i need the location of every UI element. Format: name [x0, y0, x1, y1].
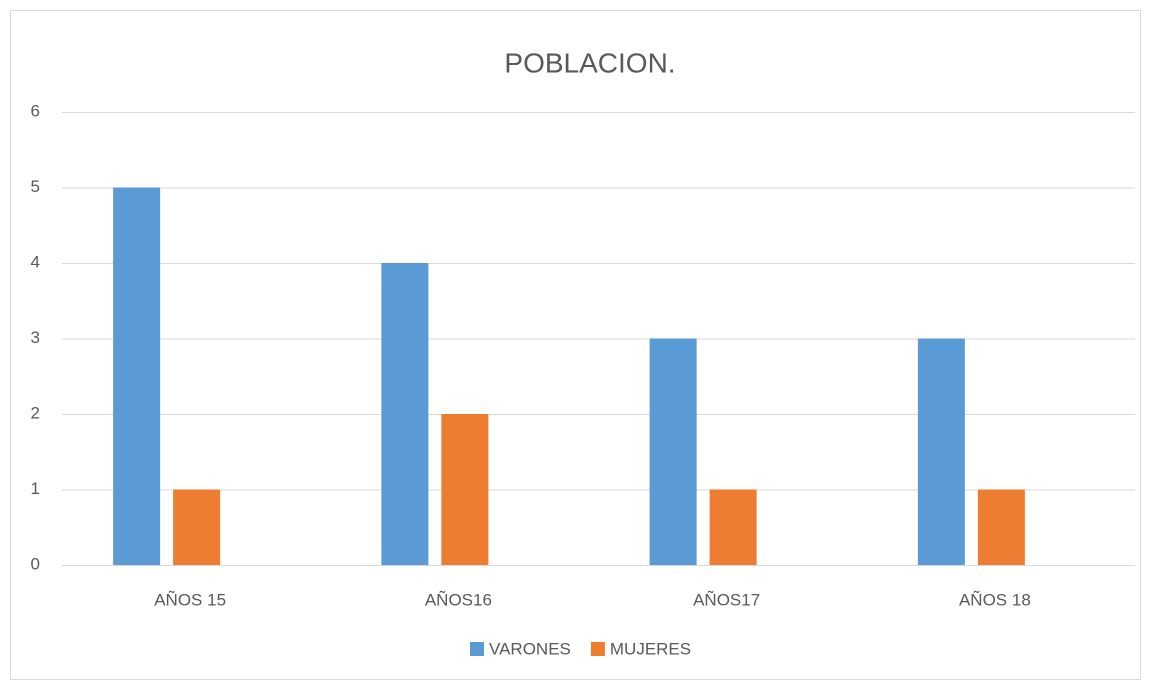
- bar: [917, 338, 965, 565]
- bar: [113, 187, 161, 565]
- chart-title: POBLACION.: [504, 47, 675, 78]
- y-tick-label: 4: [31, 252, 40, 271]
- bar: [441, 414, 489, 565]
- chart-border: [10, 10, 1141, 680]
- y-tick-label: 5: [31, 177, 40, 196]
- legend-label: VARONES: [489, 639, 571, 658]
- bar: [977, 489, 1025, 565]
- bar: [709, 489, 757, 565]
- y-tick-label: 1: [31, 479, 40, 498]
- y-tick-label: 6: [31, 101, 40, 120]
- bar: [173, 489, 221, 565]
- x-tick-label: AÑOS 15: [154, 590, 226, 609]
- y-tick-label: 2: [31, 403, 40, 422]
- y-tick-label: 3: [31, 328, 40, 347]
- y-tick-label: 0: [31, 554, 40, 573]
- x-tick-label: AÑOS 18: [959, 590, 1031, 609]
- bar: [649, 338, 697, 565]
- legend-swatch: [470, 642, 484, 656]
- x-tick-label: AÑOS17: [693, 590, 760, 609]
- x-tick-label: AÑOS16: [425, 590, 492, 609]
- bar: [381, 263, 429, 565]
- legend-label: MUJERES: [610, 639, 691, 658]
- legend-swatch: [590, 642, 605, 656]
